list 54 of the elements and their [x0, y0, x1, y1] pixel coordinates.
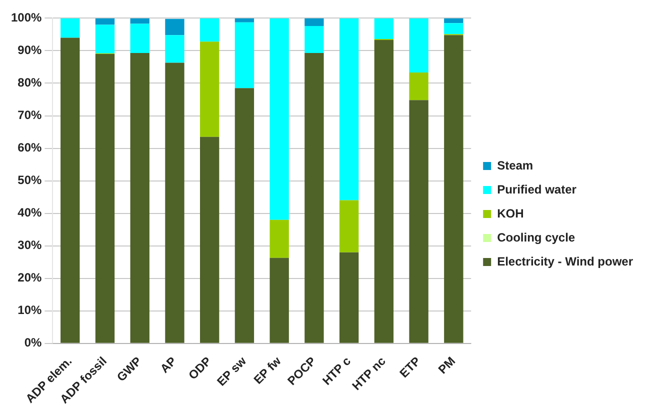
legend-label: Cooling cycle — [497, 230, 576, 244]
bar — [374, 40, 394, 343]
legend-label: Steam — [497, 158, 534, 172]
bar — [200, 136, 220, 343]
legend-label: KOH — [497, 206, 524, 220]
bar — [304, 26, 324, 53]
y-tick-label: 0% — [24, 336, 42, 350]
y-tick-label: 60% — [18, 140, 42, 155]
y-tick-label: 50% — [18, 173, 42, 188]
bar — [270, 18, 289, 220]
bar — [165, 18, 184, 36]
bar — [339, 252, 359, 343]
x-tick-label: EP fw — [250, 354, 284, 387]
y-tick-label: 10% — [18, 303, 42, 318]
bar — [409, 18, 428, 73]
y-tick-label: 30% — [18, 238, 42, 252]
bar — [444, 35, 464, 343]
bar — [60, 18, 80, 38]
legend-label: Electricity - Wind power — [497, 254, 634, 268]
bar — [339, 200, 359, 252]
y-tick-label: 20% — [18, 270, 42, 285]
y-tick-label: 100% — [10, 10, 42, 25]
bar — [130, 18, 150, 24]
bar — [200, 18, 220, 42]
bar — [130, 52, 150, 343]
bar — [165, 62, 184, 343]
y-tick-label: 80% — [18, 76, 42, 90]
x-tick-label: PM — [435, 354, 458, 377]
y-tick-label: 70% — [18, 108, 42, 122]
bar — [95, 18, 115, 25]
bar — [339, 18, 359, 200]
bar — [234, 88, 254, 343]
bar — [270, 258, 289, 343]
bar — [444, 23, 464, 34]
y-tick-label: 40% — [18, 206, 42, 220]
bar — [234, 18, 254, 22]
bar — [444, 18, 464, 24]
y-tick-label: 90% — [18, 43, 42, 58]
bar — [409, 100, 428, 343]
legend-label: Purified water — [497, 182, 577, 196]
bar — [304, 52, 324, 343]
bar — [95, 54, 115, 343]
bar — [270, 220, 289, 258]
x-tick-label: EP sw — [214, 354, 250, 389]
bar — [95, 24, 115, 54]
bar — [165, 35, 184, 63]
bar — [409, 72, 428, 100]
bar — [130, 24, 150, 53]
bar — [200, 42, 220, 137]
bar — [234, 22, 254, 88]
bar — [60, 38, 80, 343]
bar — [304, 18, 324, 26]
x-tick-label: AP — [158, 354, 180, 376]
bar — [374, 18, 394, 40]
